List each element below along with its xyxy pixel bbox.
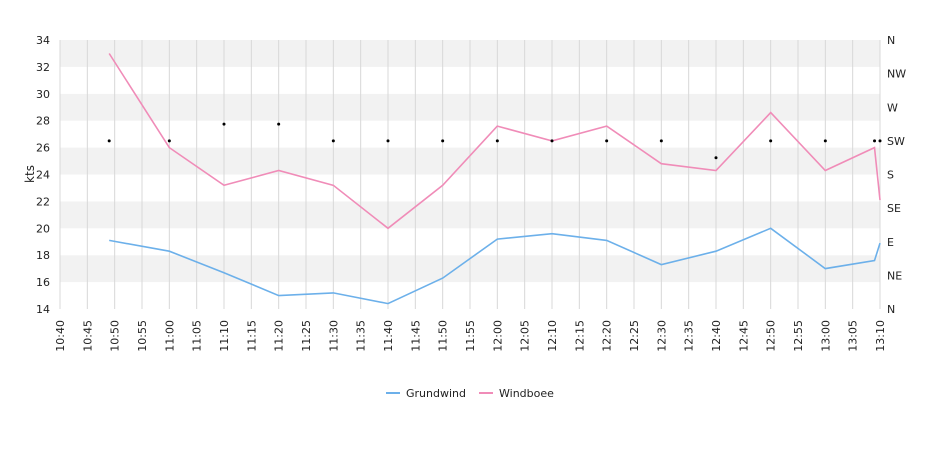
- x-tick-label: 13:10: [874, 320, 887, 352]
- x-tick-label: 12:20: [601, 320, 614, 352]
- x-tick-label: 12:55: [792, 320, 805, 352]
- x-tick-label: 11:35: [355, 320, 368, 352]
- direction-marker: [331, 139, 335, 143]
- direction-marker: [167, 139, 171, 143]
- x-tick-label: 13:05: [847, 320, 860, 352]
- direction-marker: [769, 139, 773, 143]
- direction-marker: [107, 139, 111, 143]
- direction-marker: [277, 122, 281, 126]
- x-tick-label: 11:25: [300, 320, 313, 352]
- right-axis-label: W: [887, 101, 898, 114]
- x-tick-label: 13:00: [819, 320, 832, 352]
- right-axis-label: SW: [887, 135, 905, 148]
- direction-marker: [659, 139, 663, 143]
- direction-marker: [441, 139, 445, 143]
- y-axis-ticks: 14 16 18 20 22 24 26 28 30 32 34: [36, 34, 50, 316]
- direction-marker: [823, 139, 827, 143]
- right-axis-label: NW: [887, 68, 906, 81]
- x-tick-label: 11:05: [191, 320, 204, 352]
- y-tick-label: 30: [36, 88, 50, 101]
- x-tick-label: 12:25: [628, 320, 641, 352]
- y-tick-label: 26: [36, 142, 50, 155]
- x-tick-label: 10:45: [81, 320, 94, 352]
- x-tick-label: 11:50: [437, 320, 450, 352]
- x-axis-ticks: 10:40 10:45 10:50 10:55 11:00 11:05 11:10 11:15…: [54, 320, 887, 352]
- x-tick-label: 12:45: [737, 320, 750, 352]
- x-tick-label: 12:50: [765, 320, 778, 352]
- right-axis-label: N: [887, 34, 895, 47]
- x-tick-label: 12:10: [546, 320, 559, 352]
- y-tick-label: 34: [36, 34, 50, 47]
- y-tick-label: 14: [36, 303, 50, 316]
- x-tick-label: 11:00: [163, 320, 176, 352]
- series-line-windboee: [108, 53, 881, 230]
- legend-label-grundwind: Grundwind: [406, 387, 466, 400]
- direction-marker: [873, 139, 877, 143]
- direction-marker: [386, 139, 390, 143]
- y-tick-label: 24: [36, 169, 50, 182]
- y-axis-title: kts: [23, 165, 37, 183]
- x-tick-label: 12:15: [573, 320, 586, 352]
- x-tick-label: 11:30: [327, 320, 340, 352]
- x-tick-label: 10:50: [109, 320, 122, 352]
- right-axis-label: NE: [887, 269, 902, 282]
- direction-marker: [495, 139, 499, 143]
- right-axis-label: E: [887, 236, 894, 249]
- x-tick-label: 12:40: [710, 320, 723, 352]
- direction-markers: [107, 122, 882, 160]
- legend-label-windboee: Windboee: [499, 387, 554, 400]
- direction-marker: [605, 139, 609, 143]
- right-axis-label: SE: [887, 202, 901, 215]
- right-axis-label: N: [887, 303, 895, 316]
- y-tick-label: 32: [36, 61, 50, 74]
- y-tick-label: 28: [36, 115, 50, 128]
- series-line-grundwind: [109, 227, 881, 305]
- x-tick-label: 11:55: [464, 320, 477, 352]
- direction-marker: [878, 139, 882, 143]
- right-axis-ticks: N NE E SE S SW W NW N: [887, 34, 906, 316]
- y-tick-label: 18: [36, 249, 50, 262]
- y-tick-label: 22: [36, 195, 50, 208]
- legend[interactable]: Grundwind Windboee: [386, 387, 554, 400]
- direction-marker: [550, 139, 554, 143]
- x-tick-label: 11:40: [382, 320, 395, 352]
- x-tick-label: 12:30: [655, 320, 668, 352]
- y-tick-label: 20: [36, 222, 50, 235]
- x-tick-label: 11:45: [409, 320, 422, 352]
- x-tick-label: 12:35: [683, 320, 696, 352]
- grid-lines: [59, 40, 881, 309]
- x-tick-label: 11:10: [218, 320, 231, 352]
- x-tick-label: 10:40: [54, 320, 67, 352]
- x-tick-label: 11:15: [245, 320, 258, 352]
- x-tick-label: 10:55: [136, 320, 149, 352]
- x-tick-label: 12:00: [491, 320, 504, 352]
- x-tick-label: 11:20: [273, 320, 286, 352]
- series-lines: [108, 53, 881, 305]
- direction-marker: [714, 156, 718, 160]
- y-tick-label: 16: [36, 276, 50, 289]
- x-tick-label: 12:05: [519, 320, 532, 352]
- direction-marker: [222, 122, 226, 126]
- right-axis-label: S: [887, 169, 894, 182]
